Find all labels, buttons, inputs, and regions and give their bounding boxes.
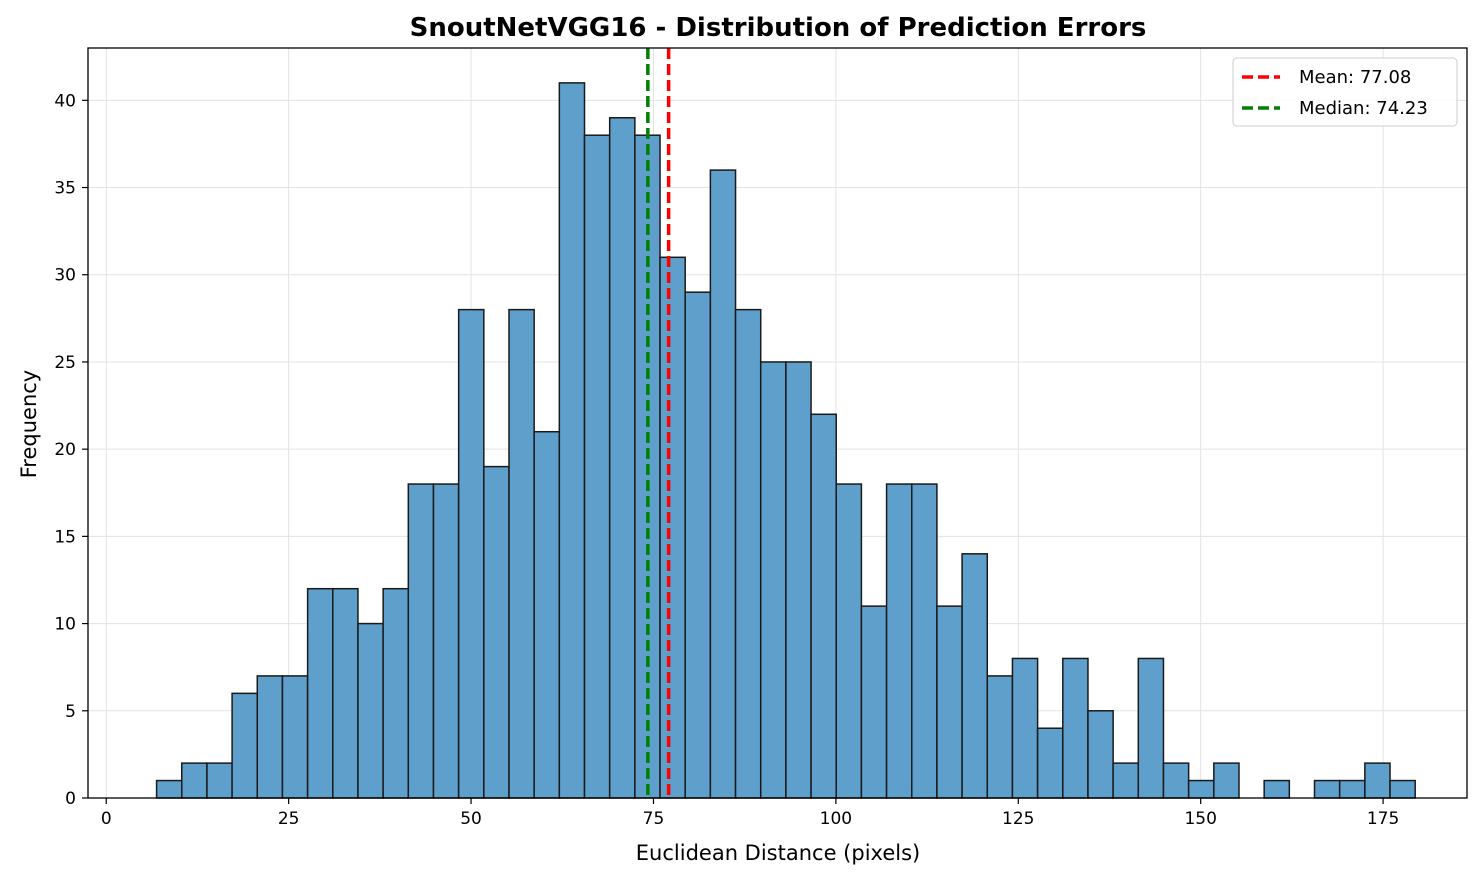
histogram-bar bbox=[1263, 779, 1291, 799]
y-tick-label: 5 bbox=[65, 702, 76, 722]
histogram-bar bbox=[659, 256, 686, 799]
histogram-bar bbox=[1162, 762, 1190, 799]
histogram-bar bbox=[759, 361, 787, 799]
histogram-bar bbox=[1364, 762, 1391, 799]
histogram-bar bbox=[1389, 779, 1416, 799]
y-tick-label: 0 bbox=[65, 789, 76, 809]
y-axis-ticks: 0 5 10 15 20 25 30 35 40 bbox=[54, 91, 88, 809]
histogram-bar bbox=[785, 361, 812, 799]
histogram-bar bbox=[332, 587, 359, 799]
histogram-bar bbox=[1213, 762, 1240, 799]
x-tick-label: 175 bbox=[1367, 809, 1399, 829]
histogram-bar bbox=[835, 483, 863, 799]
histogram-bar bbox=[1338, 779, 1366, 799]
histogram-bar bbox=[1137, 657, 1165, 799]
histogram-bar bbox=[684, 291, 712, 799]
histogram-bar bbox=[1087, 710, 1114, 799]
histogram-bars bbox=[155, 82, 1416, 799]
histogram-bar bbox=[1011, 657, 1039, 799]
histogram-bar bbox=[306, 587, 334, 799]
histogram-bar bbox=[508, 308, 535, 799]
y-tick-label: 30 bbox=[54, 266, 76, 286]
histogram-bar bbox=[231, 692, 259, 799]
x-tick-label: 50 bbox=[460, 809, 482, 829]
histogram-bar bbox=[457, 308, 485, 799]
histogram-bar bbox=[483, 465, 510, 799]
histogram-bar bbox=[734, 308, 762, 799]
histogram-bar bbox=[357, 622, 384, 799]
legend-label: Median: 74.23 bbox=[1299, 98, 1428, 119]
histogram-bar bbox=[911, 483, 938, 799]
y-axis-label: Frequency bbox=[17, 370, 41, 479]
x-axis-label: Euclidean Distance (pixels) bbox=[636, 841, 920, 865]
histogram-bar bbox=[986, 675, 1014, 799]
histogram-bar bbox=[608, 117, 636, 799]
histogram-bar bbox=[155, 779, 183, 799]
histogram-bar bbox=[382, 587, 410, 799]
histogram-bar bbox=[1112, 762, 1140, 799]
x-tick-label: 100 bbox=[820, 809, 852, 829]
histogram-bar bbox=[1062, 657, 1089, 799]
x-tick-label: 75 bbox=[643, 809, 665, 829]
x-tick-label: 150 bbox=[1184, 809, 1216, 829]
histogram-bar bbox=[407, 483, 435, 799]
y-tick-label: 10 bbox=[54, 615, 76, 635]
y-tick-label: 20 bbox=[54, 440, 76, 460]
plot-frame bbox=[87, 47, 1468, 799]
histogram-bar bbox=[432, 483, 460, 799]
y-tick-label: 35 bbox=[54, 179, 76, 199]
histogram-bar bbox=[810, 413, 837, 799]
histogram-bar bbox=[206, 762, 233, 799]
chart-title: SnoutNetVGG16 - Distribution of Predicti… bbox=[410, 13, 1147, 43]
legend: Mean: 77.08 Median: 74.23 bbox=[1232, 57, 1458, 127]
histogram-bar bbox=[709, 169, 737, 799]
y-tick-label: 15 bbox=[54, 527, 76, 547]
histogram-bar bbox=[860, 605, 888, 799]
x-tick-label: 25 bbox=[278, 809, 300, 829]
x-tick-label: 125 bbox=[1002, 809, 1034, 829]
histogram-bar bbox=[256, 675, 284, 799]
y-tick-label: 40 bbox=[54, 91, 76, 111]
y-tick-label: 25 bbox=[54, 353, 76, 373]
histogram-bar bbox=[533, 430, 561, 799]
histogram-bar bbox=[583, 134, 611, 799]
histogram-bar bbox=[961, 553, 989, 799]
histogram-bar bbox=[558, 82, 586, 799]
x-axis-ticks: 0 25 50 75 100 125 150 175 bbox=[101, 798, 1399, 829]
histogram-bar bbox=[1036, 727, 1064, 799]
histogram-bar bbox=[1313, 779, 1341, 799]
histogram-bar bbox=[281, 675, 309, 799]
histogram-bar bbox=[1187, 779, 1215, 799]
legend-box bbox=[1232, 57, 1458, 127]
histogram-bar bbox=[936, 605, 963, 799]
histogram-bar bbox=[181, 762, 208, 799]
reference-lines bbox=[646, 48, 671, 798]
x-tick-label: 0 bbox=[101, 809, 112, 829]
legend-label: Mean: 77.08 bbox=[1299, 67, 1411, 88]
histogram-bar bbox=[885, 483, 913, 799]
